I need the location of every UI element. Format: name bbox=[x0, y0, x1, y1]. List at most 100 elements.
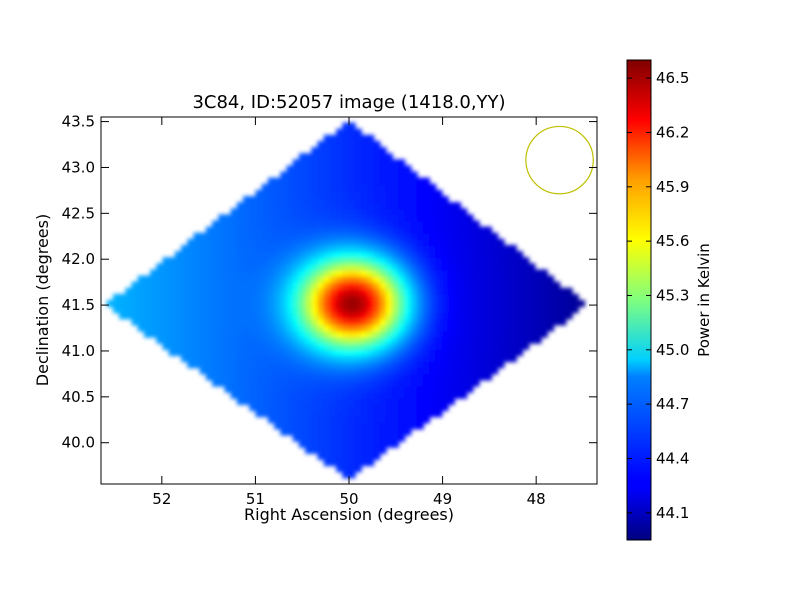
heatmap-cell bbox=[478, 281, 486, 289]
heatmap-cell bbox=[503, 336, 511, 344]
heatmap-cell bbox=[323, 361, 331, 369]
heatmap-cell bbox=[398, 275, 406, 283]
heatmap-cell bbox=[317, 318, 325, 326]
heatmap-cell bbox=[354, 147, 362, 155]
heatmap-cell bbox=[212, 287, 220, 295]
heatmap-cell bbox=[354, 312, 362, 320]
heatmap-cell bbox=[261, 397, 269, 405]
heatmap-cell bbox=[354, 446, 362, 454]
heatmap-cell bbox=[497, 306, 505, 314]
heatmap-cell bbox=[503, 269, 511, 277]
heatmap-cell bbox=[230, 300, 238, 308]
heatmap-cell bbox=[410, 202, 418, 210]
heatmap-cell bbox=[484, 367, 493, 375]
heatmap-cell bbox=[181, 281, 189, 289]
heatmap-cell bbox=[515, 330, 524, 338]
heatmap-cell bbox=[336, 263, 344, 271]
heatmap-cell bbox=[174, 324, 183, 332]
heatmap-cell bbox=[416, 202, 424, 210]
heatmap-cell bbox=[218, 318, 226, 326]
heatmap-cell bbox=[515, 306, 524, 314]
heatmap-cell bbox=[317, 140, 325, 149]
heatmap-cell bbox=[230, 275, 238, 283]
heatmap-cell bbox=[329, 263, 338, 271]
heatmap-cell bbox=[466, 330, 474, 338]
heatmap-cell bbox=[218, 275, 226, 283]
heatmap-cell bbox=[503, 287, 511, 295]
heatmap-cell bbox=[323, 300, 331, 308]
heatmap-cell bbox=[391, 238, 400, 246]
heatmap-cell bbox=[460, 336, 468, 344]
heatmap-cell bbox=[323, 293, 331, 301]
heatmap-cell bbox=[249, 251, 257, 259]
heatmap-cell bbox=[125, 300, 133, 308]
heatmap-cell bbox=[199, 275, 207, 283]
heatmap-cell bbox=[317, 355, 325, 363]
heatmap-cell bbox=[367, 361, 375, 369]
heatmap-cell bbox=[534, 312, 542, 320]
heatmap-cell bbox=[205, 257, 214, 265]
heatmap-cell bbox=[329, 202, 338, 210]
heatmap-cell bbox=[404, 251, 412, 259]
heatmap-cell bbox=[410, 171, 418, 179]
heatmap-cell bbox=[267, 208, 276, 216]
heatmap-cell bbox=[267, 348, 276, 357]
heatmap-cell bbox=[230, 208, 238, 216]
x-axis-ticks: 52 51 50 49 48 bbox=[152, 117, 546, 508]
heatmap-cell bbox=[230, 324, 238, 332]
heatmap-cell bbox=[342, 306, 350, 314]
heatmap-cell bbox=[236, 355, 245, 363]
heatmap-cell bbox=[224, 367, 232, 375]
heatmap-cell bbox=[336, 134, 344, 142]
heatmap-cell bbox=[199, 300, 207, 308]
heatmap-cell bbox=[311, 318, 319, 326]
heatmap-cell bbox=[286, 324, 294, 332]
heatmap-cell bbox=[125, 306, 133, 314]
heatmap-cell bbox=[236, 244, 245, 253]
heatmap-cell bbox=[236, 208, 245, 216]
heatmap-cell bbox=[323, 244, 331, 253]
heatmap-cell bbox=[286, 318, 294, 326]
heatmap-cell bbox=[379, 403, 387, 412]
heatmap-cell bbox=[218, 336, 226, 344]
heatmap-cell bbox=[379, 367, 387, 375]
heatmap-cell bbox=[385, 373, 393, 381]
heatmap-cell bbox=[379, 226, 387, 234]
heatmap-cell bbox=[255, 300, 263, 308]
heatmap-cell bbox=[373, 275, 381, 283]
heatmap-cell bbox=[218, 293, 226, 301]
heatmap-cell bbox=[348, 177, 356, 185]
heatmap-cell bbox=[305, 171, 313, 179]
heatmap-cell bbox=[212, 244, 220, 253]
heatmap-cell bbox=[317, 177, 325, 185]
heatmap-cell bbox=[249, 330, 257, 338]
heatmap-cell bbox=[478, 275, 486, 283]
heatmap-cell bbox=[559, 293, 567, 301]
heatmap-cell bbox=[249, 208, 257, 216]
heatmap-cell bbox=[571, 293, 579, 301]
heatmap-cell bbox=[441, 355, 449, 363]
heatmap-cell bbox=[317, 324, 325, 332]
heatmap-cell bbox=[224, 293, 232, 301]
heatmap-cell bbox=[311, 275, 319, 283]
heatmap-cell bbox=[292, 189, 300, 198]
heatmap-cell bbox=[447, 391, 455, 399]
heatmap-cell bbox=[181, 324, 189, 332]
heatmap-cell bbox=[336, 300, 344, 308]
heatmap-cell bbox=[261, 226, 269, 234]
heatmap-cell bbox=[404, 263, 412, 271]
heatmap-cell bbox=[212, 220, 220, 228]
heatmap-cell bbox=[472, 373, 480, 381]
heatmap-cell bbox=[205, 318, 214, 326]
heatmap-cell bbox=[174, 318, 183, 326]
heatmap-cell bbox=[280, 391, 288, 399]
heatmap-cell bbox=[329, 379, 338, 387]
heatmap-cell bbox=[398, 336, 406, 344]
heatmap-cell bbox=[261, 208, 269, 216]
heatmap-cell bbox=[342, 134, 350, 142]
heatmap-cell bbox=[565, 312, 573, 320]
heatmap-cell bbox=[528, 300, 536, 308]
heatmap-cell bbox=[329, 410, 338, 418]
heatmap-cell bbox=[162, 263, 170, 271]
heatmap-cell bbox=[478, 293, 486, 301]
